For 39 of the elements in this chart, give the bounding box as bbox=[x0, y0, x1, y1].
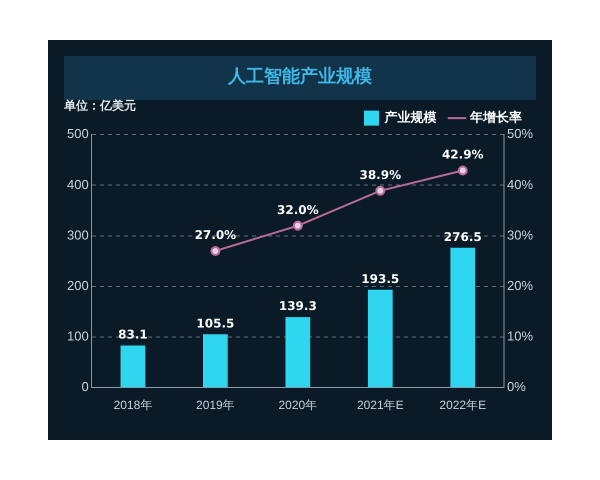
bar bbox=[450, 248, 476, 388]
point bbox=[210, 246, 220, 256]
y2-tick-label: 0% bbox=[506, 379, 526, 394]
y-tick-label: 300 bbox=[66, 227, 89, 242]
data-label: 27.0% bbox=[194, 228, 236, 242]
bar bbox=[368, 290, 393, 388]
legend-label: 产业规模 bbox=[384, 110, 436, 125]
y-axis-title: 单位：亿美元 bbox=[63, 98, 136, 113]
data-label: 193.5 bbox=[361, 272, 400, 286]
bar bbox=[120, 346, 146, 388]
y-tick-label: 200 bbox=[66, 278, 89, 293]
data-label: 105.5 bbox=[196, 316, 234, 330]
y2-tick-label: 20% bbox=[506, 278, 534, 293]
data-label: 32.0% bbox=[277, 202, 319, 217]
point bbox=[292, 220, 303, 231]
x-tick-label: 2019年 bbox=[196, 398, 235, 412]
data-label: 38.9% bbox=[359, 168, 402, 182]
bar bbox=[203, 334, 228, 388]
y2-tick-label: 40% bbox=[506, 176, 534, 192]
point bbox=[375, 186, 386, 196]
legend-label: 年增长率 bbox=[469, 110, 522, 125]
chart-title: 人工智能产业规模 bbox=[227, 66, 372, 86]
bar bbox=[285, 317, 310, 388]
data-label: 276.5 bbox=[444, 230, 482, 244]
y2-tick-label: 50% bbox=[506, 126, 534, 142]
x-tick-label: 2018年 bbox=[114, 398, 152, 412]
y-tick-label: 500 bbox=[66, 126, 89, 142]
y2-tick-label: 10% bbox=[506, 328, 534, 344]
x-tick-label: 2022年E bbox=[439, 398, 486, 412]
y2-tick-label: 30% bbox=[506, 227, 534, 242]
y-tick-label: 400 bbox=[66, 176, 89, 192]
data-label: 83.1 bbox=[118, 328, 148, 342]
y-tick-label: 100 bbox=[66, 328, 89, 344]
x-tick-label: 2020年 bbox=[278, 398, 318, 412]
data-label: 42.9% bbox=[442, 148, 484, 162]
y-tick-label: 0 bbox=[81, 379, 89, 394]
x-tick-label: 2021年E bbox=[356, 398, 404, 412]
data-label: 139.3 bbox=[278, 299, 317, 314]
point bbox=[458, 166, 468, 176]
